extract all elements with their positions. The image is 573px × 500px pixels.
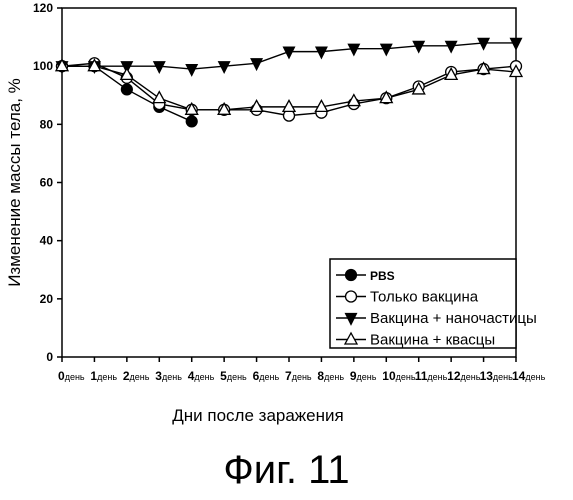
- y-tick-label: 0: [46, 350, 53, 364]
- y-axis-label: Изменение массы тела, %: [5, 78, 24, 287]
- x-tick-label: 10день: [382, 369, 416, 383]
- data-point-2: [186, 65, 197, 76]
- x-tick-label: 4день: [188, 369, 215, 383]
- x-tick-label: 1день: [90, 369, 117, 383]
- x-tick-label: 2день: [123, 369, 150, 383]
- legend-label: Вакцина + квасцы: [370, 332, 495, 349]
- x-tick-label: 5день: [220, 369, 247, 383]
- data-point-0: [121, 84, 132, 95]
- x-tick-label: 12день: [447, 369, 481, 383]
- y-tick-label: 120: [33, 1, 53, 15]
- data-point-2: [446, 41, 457, 52]
- data-point-3: [283, 100, 295, 111]
- y-tick-label: 40: [40, 234, 54, 248]
- x-tick-label: 0день: [58, 369, 85, 383]
- x-tick-label: 6день: [253, 369, 280, 383]
- x-tick-label: 11день: [415, 369, 448, 383]
- data-point-2: [381, 44, 392, 55]
- y-tick-label: 60: [40, 176, 54, 190]
- x-axis-label: Дни после заражения: [172, 406, 343, 425]
- x-tick-label: 3день: [155, 369, 182, 383]
- legend-label: Вакцина + наночастицы: [370, 310, 537, 327]
- legend-marker: [346, 270, 357, 281]
- x-tick-label: 13день: [480, 369, 514, 383]
- plot-area: 0 20 40 60 80 100 120 0день 1день 2день 3день 4день…: [5, 1, 546, 425]
- y-tick-label: 20: [40, 292, 54, 306]
- legend-marker: [346, 291, 357, 302]
- x-tick-label: 8день: [317, 369, 344, 383]
- data-point-0: [186, 116, 197, 127]
- legend-label: PBS: [370, 269, 395, 283]
- figure-caption: Фиг. 11: [0, 448, 573, 493]
- y-tick-label: 100: [33, 59, 53, 73]
- y-tick-label: 80: [40, 117, 54, 131]
- body-weight-chart: 0 20 40 60 80 100 120 0день 1день 2день 3день 4день…: [0, 0, 573, 440]
- data-point-3: [153, 92, 165, 103]
- x-tick-label: 7день: [285, 369, 312, 383]
- legend-label: Только вакцина: [370, 289, 479, 306]
- x-tick-label: 9день: [350, 369, 377, 383]
- data-point-2: [511, 38, 522, 49]
- data-point-2: [316, 47, 327, 58]
- x-tick-label: 14день: [512, 369, 546, 383]
